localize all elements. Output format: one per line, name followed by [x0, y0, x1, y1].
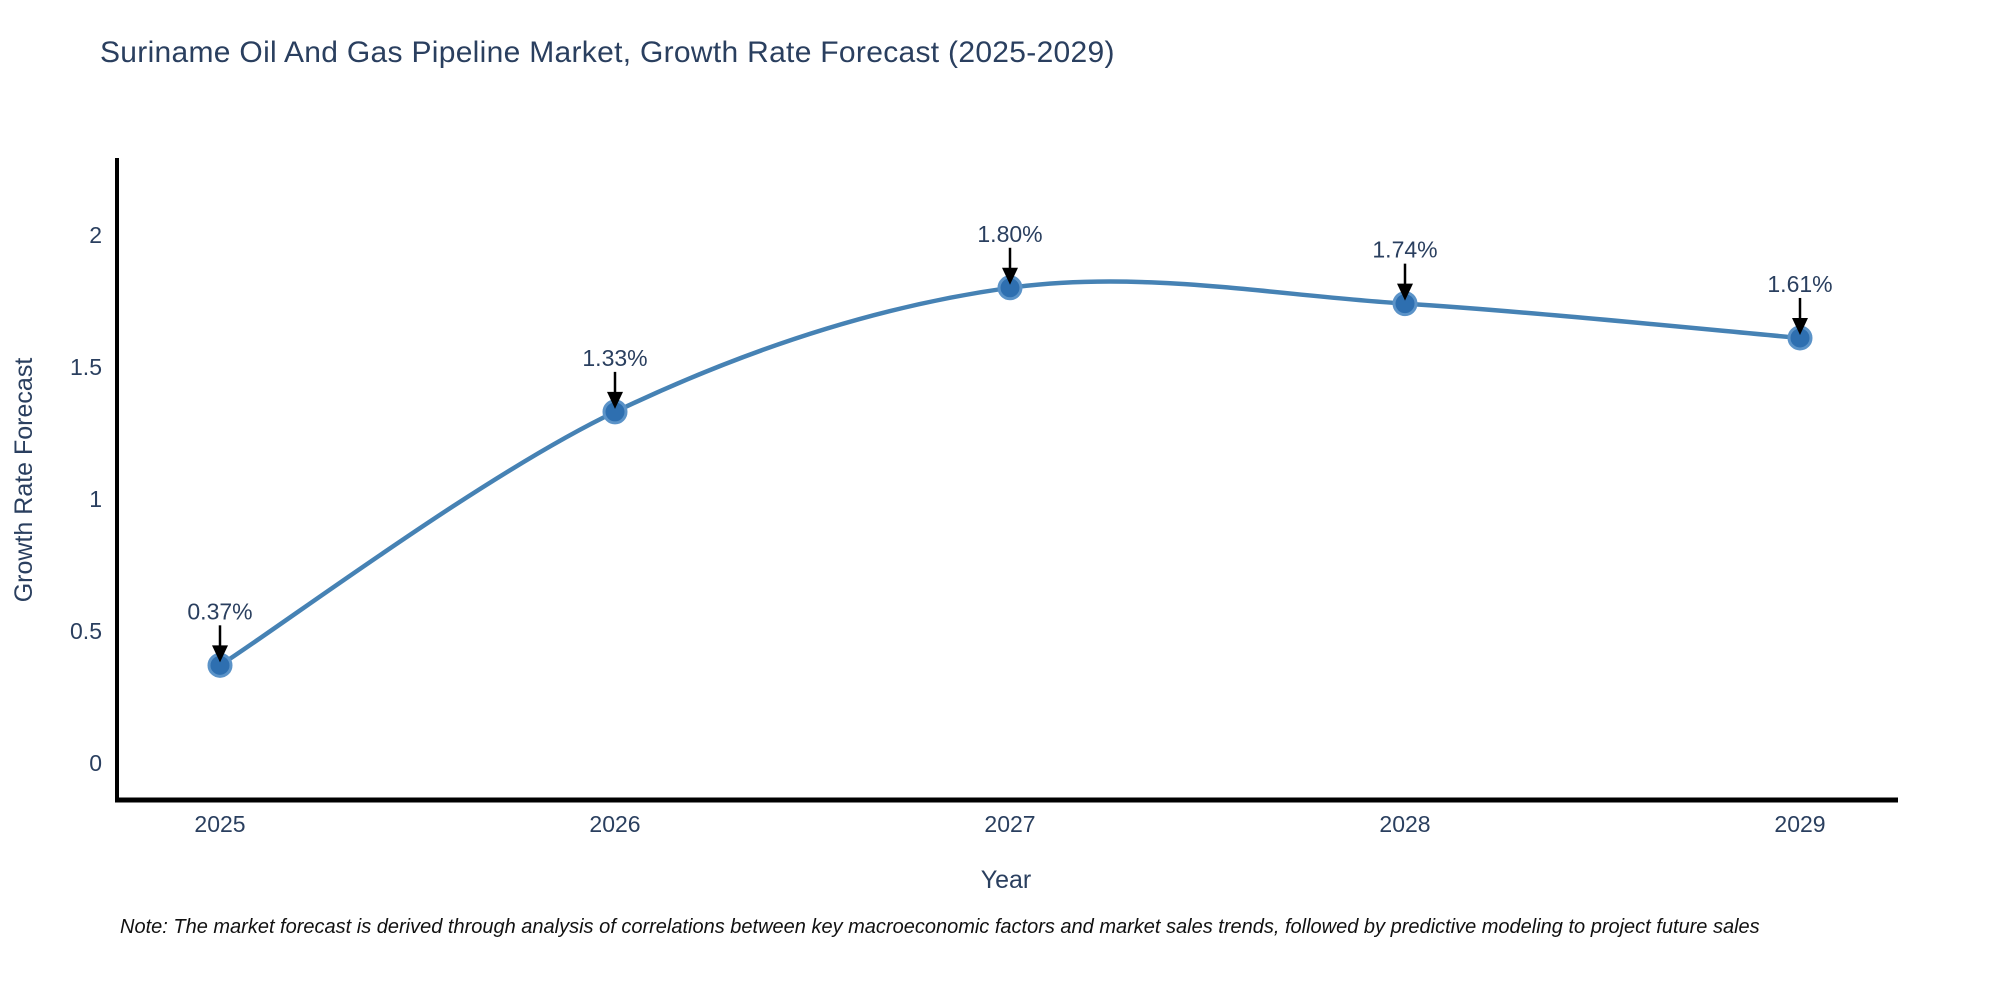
trend-line: [217, 279, 1803, 668]
annotation-arrow-head: [607, 391, 623, 409]
annotation-arrow-head: [1002, 267, 1018, 285]
annotation-arrow-head: [212, 645, 228, 663]
data-point-label: 1.33%: [582, 345, 647, 371]
annotation-arrow-head: [1397, 283, 1413, 301]
y-tick-label: 1.5: [70, 354, 102, 380]
x-tick-label: 2029: [1774, 811, 1825, 837]
y-tick-label: 1: [89, 486, 102, 512]
y-tick-label: 0: [89, 750, 102, 776]
data-point-label: 1.61%: [1767, 271, 1832, 297]
x-axis-title: Year: [981, 866, 1032, 894]
chart-title: Suriname Oil And Gas Pipeline Market, Gr…: [100, 36, 1115, 69]
y-axis-title: Growth Rate Forecast: [10, 358, 38, 603]
x-tick-label: 2027: [984, 811, 1035, 837]
x-tick-label: 2028: [1379, 811, 1430, 837]
data-point-label: 1.80%: [977, 221, 1042, 247]
y-tick-label: 2: [89, 222, 102, 248]
data-point-label: 1.74%: [1372, 237, 1437, 263]
x-tick-label: 2026: [589, 811, 640, 837]
annotation-arrow-head: [1792, 317, 1808, 335]
x-tick-label: 2025: [194, 811, 245, 837]
data-point-label: 0.37%: [187, 598, 252, 624]
footnote: Note: The market forecast is derived thr…: [120, 916, 1760, 938]
y-tick-label: 0.5: [70, 618, 102, 644]
